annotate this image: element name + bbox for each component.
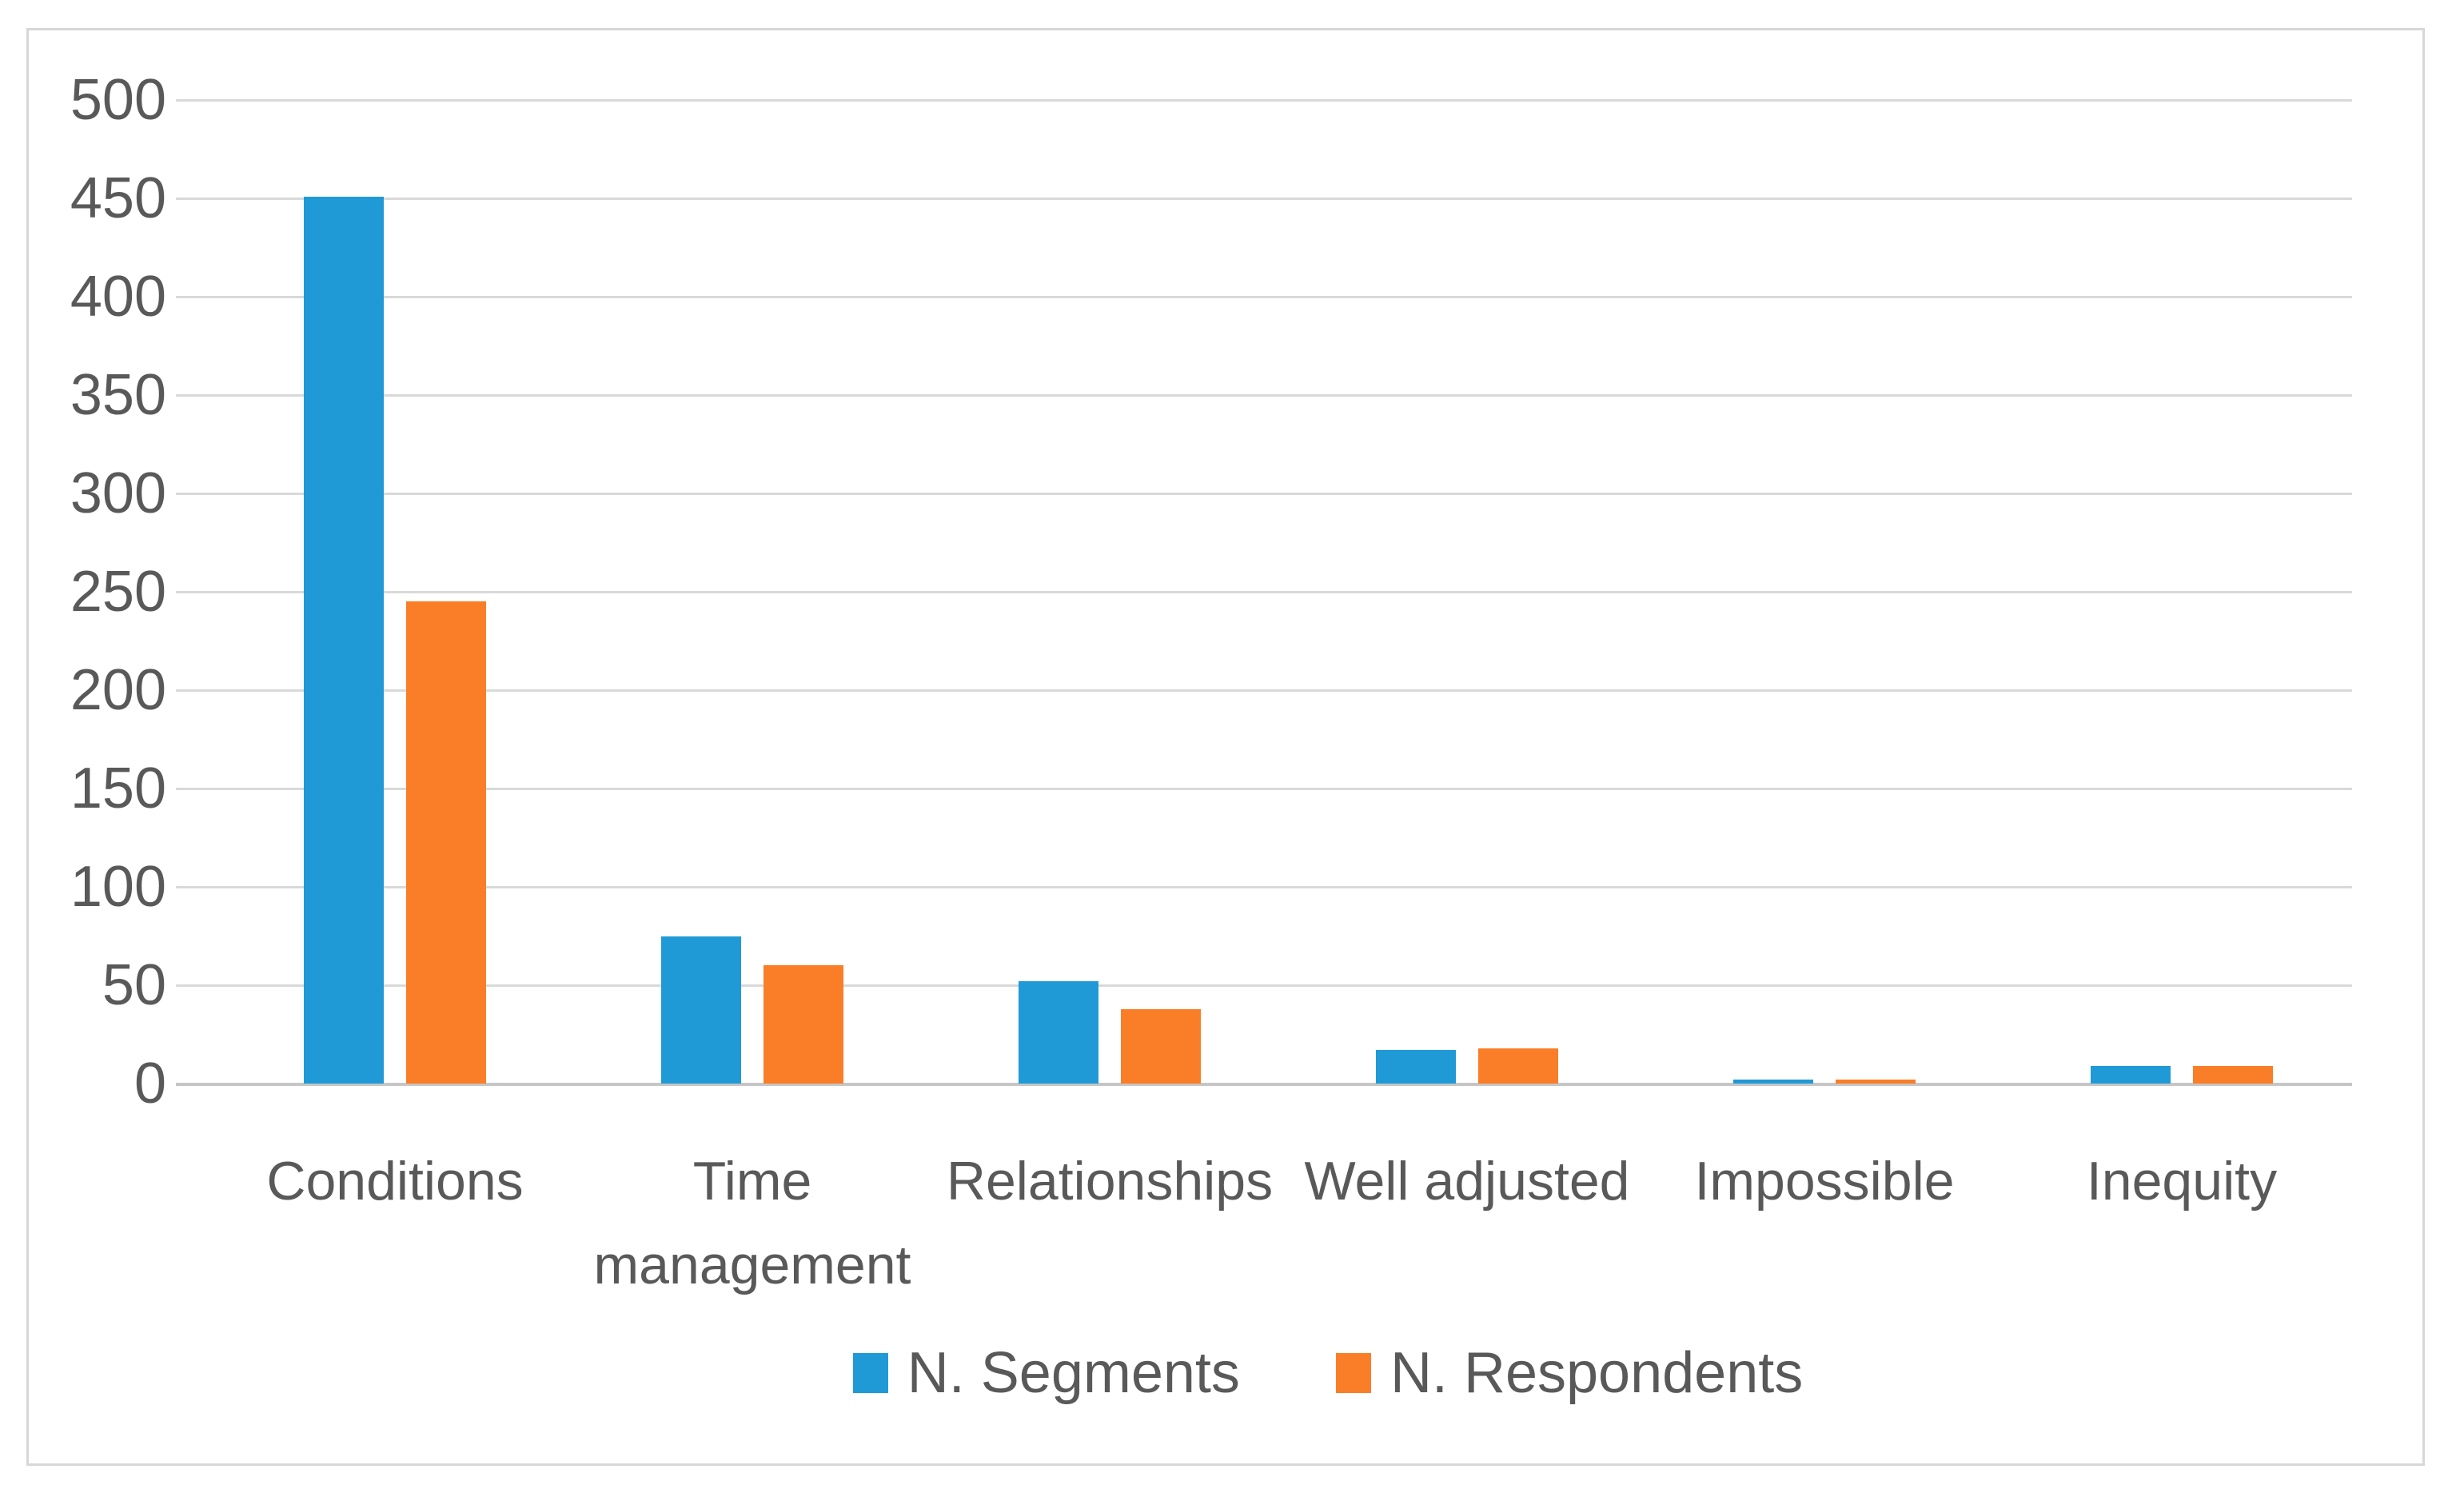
axis-baseline: [176, 1082, 2352, 1086]
gridline: [176, 984, 2352, 987]
gridline: [176, 98, 2352, 102]
y-axis-tick-label: 0: [134, 1052, 166, 1116]
legend-swatch-n-respondents: [1335, 1353, 1371, 1393]
bar-n-respondents: [2193, 1065, 2273, 1084]
y-axis-tick-label: 100: [70, 855, 166, 919]
gridline: [176, 492, 2352, 495]
bar-n-segments: [1733, 1080, 1813, 1084]
category-label: Well adjusted: [1304, 1151, 1630, 1212]
legend: N. Segments N. Respondents: [240, 1337, 2416, 1409]
y-axis-tick-label: 350: [70, 363, 166, 427]
gridline: [176, 689, 2352, 692]
y-axis-tick-label: 250: [70, 560, 166, 624]
category-label: Inequity: [2086, 1151, 2278, 1212]
gridline: [176, 787, 2352, 790]
category-label: Relationships: [946, 1151, 1274, 1212]
bar-n-segments: [1019, 981, 1098, 1084]
bar-n-respondents: [406, 601, 486, 1084]
gridline: [176, 590, 2352, 593]
legend-item: N. Segments: [852, 1340, 1240, 1406]
y-axis-tick-label: 450: [70, 166, 166, 230]
y-axis-tick-label: 200: [70, 658, 166, 722]
bar-n-segments: [2091, 1065, 2171, 1084]
gridline: [176, 295, 2352, 298]
y-axis-tick-label: 50: [102, 953, 166, 1017]
bar-n-segments: [1376, 1050, 1456, 1084]
category-label: Time management: [593, 1151, 911, 1296]
bar-n-respondents: [1121, 1008, 1201, 1084]
gridline: [176, 885, 2352, 888]
y-axis-tick-label: 400: [70, 265, 166, 329]
gridline: [176, 197, 2352, 200]
category-label: Impossible: [1694, 1151, 1955, 1212]
bar-n-segments: [661, 936, 741, 1084]
bar-n-respondents: [764, 965, 843, 1084]
bar-n-segments: [304, 196, 384, 1084]
legend-item: N. Respondents: [1335, 1340, 1804, 1406]
plot-area: [176, 98, 2352, 1086]
category-label: Conditions: [266, 1151, 524, 1212]
legend-swatch-n-segments: [852, 1353, 888, 1393]
y-axis-tick-label: 300: [70, 461, 166, 525]
legend-label: N. Respondents: [1389, 1341, 1804, 1405]
gridline: [176, 393, 2352, 397]
y-axis-tick-label: 150: [70, 756, 166, 820]
bar-n-respondents: [1836, 1080, 1916, 1084]
bar-n-respondents: [1478, 1048, 1558, 1084]
legend-label: N. Segments: [907, 1341, 1240, 1405]
y-axis-tick-label: 500: [70, 68, 166, 132]
